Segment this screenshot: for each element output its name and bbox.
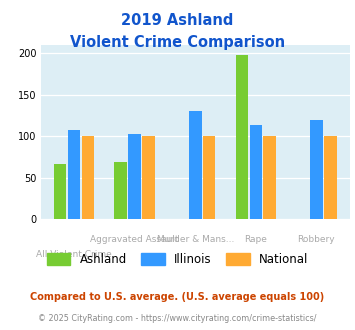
- Bar: [263, 136, 276, 219]
- Bar: [203, 136, 215, 219]
- Text: © 2025 CityRating.com - https://www.cityrating.com/crime-statistics/: © 2025 CityRating.com - https://www.city…: [38, 314, 317, 323]
- Bar: [54, 164, 66, 219]
- Text: Rape: Rape: [244, 235, 267, 244]
- Bar: [250, 125, 262, 219]
- Bar: [129, 135, 141, 219]
- Text: Compared to U.S. average. (U.S. average equals 100): Compared to U.S. average. (U.S. average …: [31, 292, 324, 302]
- Bar: [310, 119, 323, 219]
- Bar: [324, 136, 337, 219]
- Legend: Ashland, Illinois, National: Ashland, Illinois, National: [42, 248, 313, 270]
- Text: All Violent Crime: All Violent Crime: [36, 250, 112, 259]
- Bar: [189, 111, 202, 219]
- Bar: [236, 54, 248, 219]
- Text: 2019 Ashland: 2019 Ashland: [121, 13, 234, 28]
- Text: Aggravated Assault: Aggravated Assault: [91, 235, 179, 244]
- Bar: [68, 130, 80, 219]
- Bar: [115, 162, 127, 219]
- Text: Violent Crime Comparison: Violent Crime Comparison: [70, 35, 285, 50]
- Bar: [82, 136, 94, 219]
- Text: Murder & Mans...: Murder & Mans...: [157, 235, 234, 244]
- Text: Robbery: Robbery: [297, 235, 335, 244]
- Bar: [142, 136, 155, 219]
